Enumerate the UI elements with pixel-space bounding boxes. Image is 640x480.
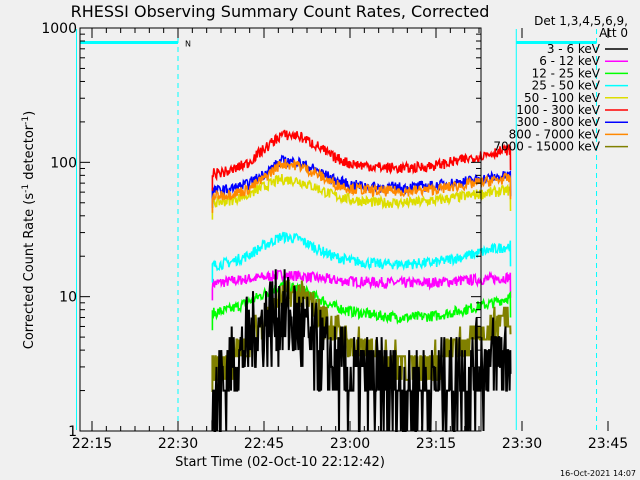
series-layer: [211, 129, 512, 432]
x-tick-label: 23:30: [502, 436, 542, 452]
legend-label: 300 - 800 keV: [516, 115, 600, 129]
axis-layer: 1 10 100 1000 22:15 22:30 22:45 23:00 23:15 23:30…: [41, 21, 628, 452]
legend-label: 6 - 12 keV: [539, 54, 601, 68]
series-line-25-50-kev: [211, 231, 512, 283]
y-label-mid: detector: [22, 124, 37, 184]
series-line-12-25-kev: [211, 279, 512, 331]
y-label-sup2: -1: [21, 116, 31, 125]
legend-header-line2: Att 0: [599, 26, 628, 40]
x-tick-label: 23:15: [416, 436, 456, 452]
y-label-sup1: -1: [21, 184, 31, 193]
series-line-3-6-kev: [211, 269, 512, 432]
legend-header-line1: Det 1,3,4,5,6,9,: [534, 14, 628, 28]
x-tick-label: 22:30: [158, 436, 198, 452]
series-line-50-100-kev: [211, 174, 512, 220]
n-marker-label: N: [185, 39, 191, 48]
legend-label: 100 - 300 keV: [516, 103, 600, 117]
series-line-100-300-kev: [211, 129, 512, 191]
chart-title: RHESSI Observing Summary Count Rates, Co…: [71, 2, 490, 21]
y-tick-label: 10: [59, 290, 77, 306]
y-tick-label: 100: [50, 155, 77, 171]
y-label-end: ): [22, 111, 37, 116]
annotation-layer: N: [76, 29, 598, 430]
y-label-main: Corrected Count Rate (s: [22, 193, 37, 350]
footer-timestamp: 16-Oct-2021 14:07: [560, 469, 636, 478]
y-axis-label: Corrected Count Rate (s-1 detector-1): [21, 111, 37, 349]
x-axis-label: Start Time (02-Oct-10 22:12:42): [175, 455, 385, 470]
legend-label: 25 - 50 keV: [532, 79, 601, 93]
series-line-800-7000-kev: [211, 158, 512, 213]
y-tick-label: 1000: [41, 21, 77, 37]
x-tick-label: 22:15: [72, 436, 112, 452]
x-tick-label: 23:00: [330, 436, 370, 452]
legend-label: 7000 - 15000 keV: [493, 140, 600, 154]
legend-label: 3 - 6 keV: [547, 42, 601, 56]
legend-label: 50 - 100 keV: [524, 91, 601, 105]
legend-label: 12 - 25 keV: [532, 66, 601, 80]
plot-frame: [79, 27, 482, 432]
y-tick-label: 1: [68, 424, 77, 440]
legend-label: 800 - 7000 keV: [509, 127, 601, 141]
x-tick-label: 23:45: [588, 436, 628, 452]
series-line-6-12-kev: [211, 269, 512, 301]
x-tick-label: 22:45: [244, 436, 284, 452]
